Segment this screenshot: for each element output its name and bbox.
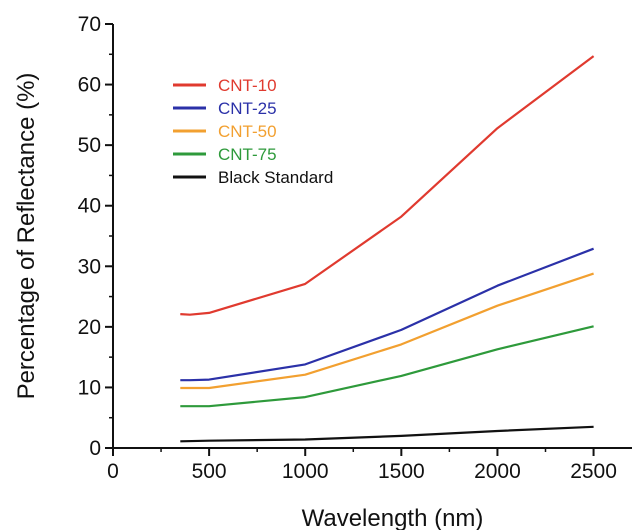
- series-line-cnt-25: [180, 247, 594, 382]
- y-tick-label: 50: [78, 134, 101, 157]
- legend-label-cnt-50: CNT-50: [218, 122, 277, 141]
- series-line-cnt-75: [180, 325, 594, 408]
- axes-layer: 0 10 20 30 40 50 60 70 0 500 1000 1500 2000 2500: [78, 13, 632, 483]
- x-tick-label: 2000: [474, 460, 521, 483]
- legend-label-cnt-75: CNT-75: [218, 145, 277, 164]
- y-tick-label: 20: [78, 316, 101, 339]
- y-tick-label: 0: [89, 437, 101, 460]
- x-tick-label: 2500: [570, 460, 617, 483]
- y-tick-label: 30: [78, 255, 101, 278]
- series-line-cnt-50: [180, 272, 594, 390]
- x-tick-label: 500: [192, 460, 227, 483]
- series-line-black-standard: [180, 425, 594, 443]
- series-line-cnt-10: [180, 55, 595, 316]
- x-tick-label: 1500: [378, 460, 425, 483]
- legend-label-cnt-25: CNT-25: [218, 99, 277, 118]
- series-layer: [180, 55, 595, 443]
- y-axis-title: Percentage of Reflectance (%): [13, 73, 40, 400]
- x-tick-label: 0: [107, 460, 119, 483]
- x-tick-label: 1000: [282, 460, 329, 483]
- y-tick-label: 40: [78, 195, 101, 218]
- legend: CNT-10 CNT-25 CNT-50 CNT-75 Black Standard: [173, 76, 333, 187]
- x-axis-title: Wavelength (nm): [302, 505, 484, 530]
- legend-label-black-standard: Black Standard: [218, 168, 333, 187]
- y-tick-label: 60: [78, 74, 101, 97]
- y-tick-label: 10: [78, 376, 101, 399]
- y-tick-label: 70: [78, 13, 101, 36]
- legend-label-cnt-10: CNT-10: [218, 76, 277, 95]
